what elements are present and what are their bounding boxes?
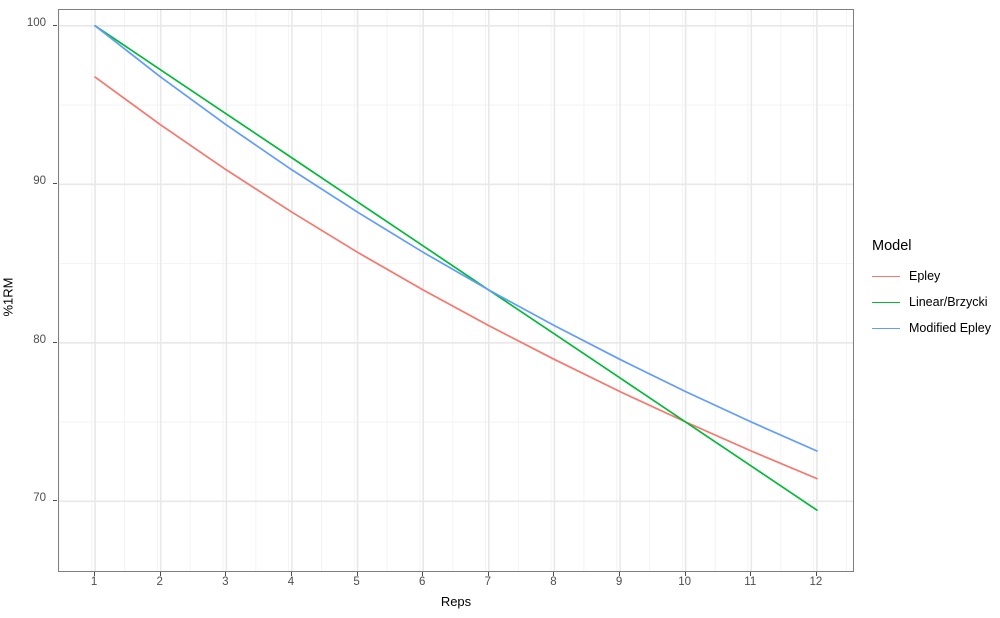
y-tick-label: 80 (33, 333, 46, 346)
y-tick-mark (53, 183, 57, 185)
series-line-linear-brzycki (94, 25, 818, 511)
y-tick-label: 100 (26, 16, 46, 29)
legend-item[interactable]: Modified Epley (872, 315, 1000, 341)
legend-item-label: Linear/Brzycki (909, 295, 988, 309)
y-tick-mark (53, 500, 57, 502)
y-tick-mark (53, 341, 57, 343)
series-line-modified-epley (94, 25, 818, 452)
legend-item-label: Epley (909, 269, 941, 283)
x-tick-label: 5 (353, 576, 360, 588)
legend-items: Epley Linear/Brzycki Modified Epley (872, 263, 1000, 341)
x-tick-mark (225, 572, 227, 576)
legend-key-line-icon (872, 320, 900, 337)
x-tick-label: 9 (615, 576, 623, 588)
x-tick-label: 6 (418, 576, 426, 588)
x-axis-title: Reps (440, 594, 472, 609)
y-tick-label: 70 (33, 492, 46, 505)
x-tick-label: 4 (287, 576, 295, 588)
x-tick-mark (619, 572, 621, 576)
x-tick-mark (422, 572, 424, 576)
x-tick-label: 8 (550, 576, 557, 588)
x-tick-label: 7 (484, 576, 491, 588)
legend-key-line-icon (872, 294, 900, 311)
y-tick-label: 90 (33, 175, 46, 188)
x-tick-mark (159, 572, 161, 576)
plot-area (59, 10, 853, 571)
legend: Model Epley Linear/Brzycki Modified Epley (872, 238, 1000, 341)
x-tick-label: 11 (744, 576, 757, 588)
x-tick-label: 1 (90, 576, 98, 588)
legend-key-line-icon (872, 268, 900, 285)
x-tick-mark (750, 572, 752, 576)
x-tick-label: 2 (156, 576, 163, 588)
x-tick-label: 10 (678, 576, 692, 588)
x-tick-mark (290, 572, 292, 576)
x-tick-mark (487, 572, 489, 576)
x-tick-mark (815, 572, 817, 576)
legend-item-label: Modified Epley (909, 321, 991, 335)
x-tick-mark (684, 572, 686, 576)
legend-item[interactable]: Linear/Brzycki (872, 289, 1000, 315)
x-tick-label: 3 (222, 576, 229, 588)
y-axis-title: %1RM (0, 277, 16, 317)
legend-title: Model (872, 238, 912, 254)
x-tick-mark (94, 572, 96, 576)
plot-panel (58, 9, 854, 572)
series-line-epley (94, 76, 818, 480)
x-tick-mark (553, 572, 555, 576)
y-tick-mark (53, 24, 57, 26)
x-tick-label: 12 (809, 576, 823, 588)
x-tick-mark (356, 572, 358, 576)
legend-item[interactable]: Epley (872, 263, 1000, 289)
